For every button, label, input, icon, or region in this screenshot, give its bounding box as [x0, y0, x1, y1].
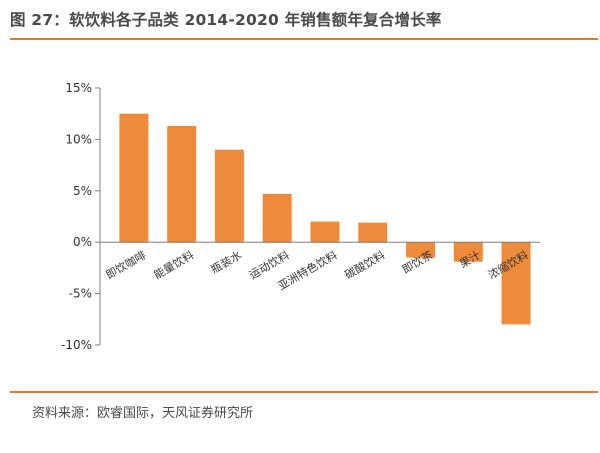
- y-tick-label: 0%: [73, 235, 92, 249]
- y-tick-label: 5%: [73, 184, 92, 198]
- bar-6: [358, 222, 388, 243]
- chart-title: 图 27：软饮料各子品类 2014-2020 年销售额年复合增长率: [10, 11, 442, 29]
- y-tick-label: -10%: [61, 338, 92, 352]
- bar-2: [167, 126, 197, 243]
- bar-9: [501, 242, 531, 325]
- bar-4: [262, 193, 292, 243]
- category-label: 能量饮料: [151, 248, 196, 282]
- source-note: 资料来源：欧睿国际，天风证券研究所: [32, 406, 254, 421]
- y-tick-labels: 15% 10% 5% 0% -5% -10%: [61, 81, 92, 352]
- bar-1: [119, 113, 149, 243]
- y-tick-label: 10%: [65, 132, 92, 146]
- footer-divider: [10, 391, 598, 393]
- title-divider: [10, 38, 598, 40]
- y-tick-label: -5%: [69, 287, 92, 301]
- category-label: 碳酸饮料: [342, 248, 387, 282]
- category-label: 即饮咖啡: [103, 248, 148, 282]
- bar-5: [310, 221, 340, 243]
- bar-3: [214, 149, 244, 243]
- y-tick-label: 15%: [65, 81, 92, 95]
- category-label: 瓶装水: [208, 248, 244, 277]
- axes-group: [95, 87, 540, 346]
- bars-group: [119, 113, 531, 325]
- bar-8: [453, 242, 483, 262]
- bar-7: [406, 242, 436, 258]
